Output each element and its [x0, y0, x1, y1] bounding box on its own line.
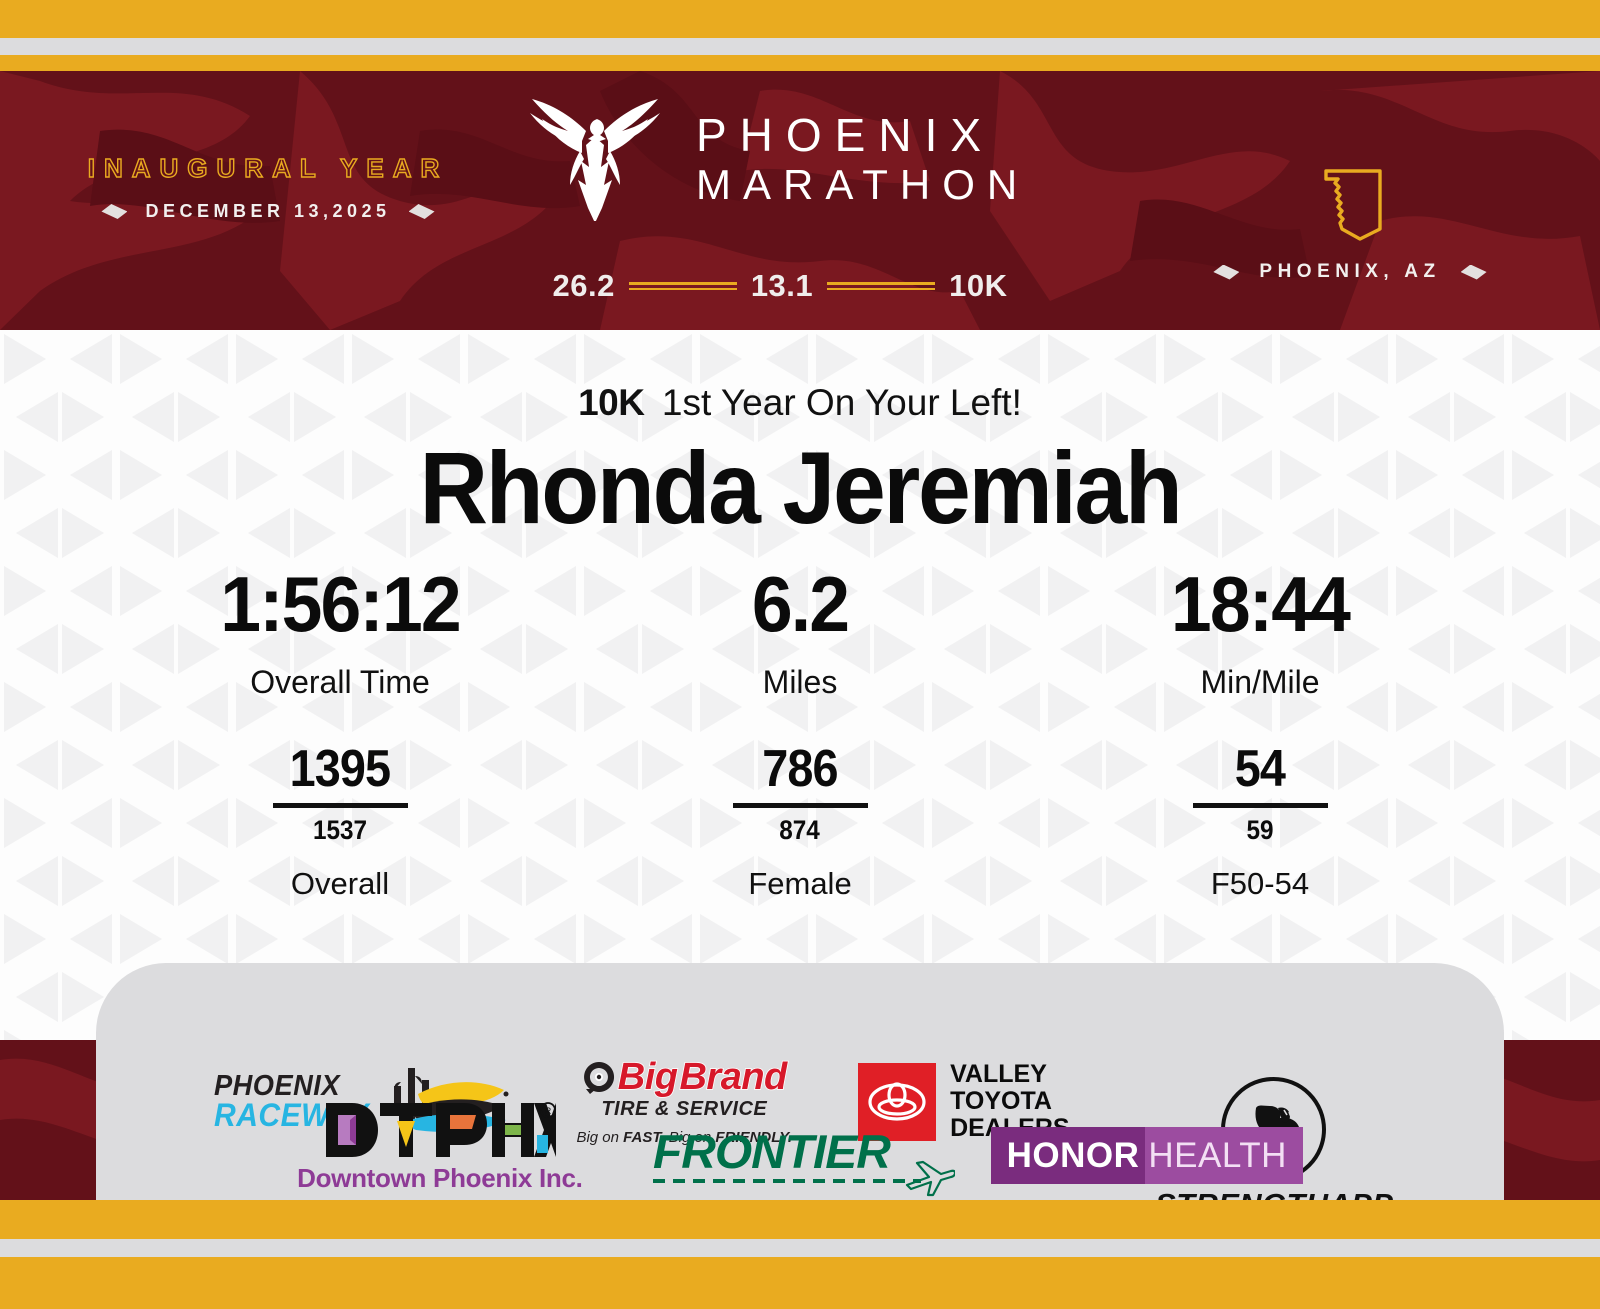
tagline-part-d: FRIENDLY.: [715, 1128, 793, 1146]
rank-place: 786: [762, 740, 838, 798]
phoenix-bird-icon: [530, 99, 660, 221]
rank-place: 54: [1234, 740, 1286, 798]
toyota-logo-icon: [868, 1081, 926, 1121]
location-block: PHOENIX, AZ: [1150, 167, 1550, 283]
big-brand-wordmark-2: Brand: [679, 1055, 788, 1098]
diamond-right-icon: [1460, 264, 1487, 280]
toyota-emblem-tile: [858, 1062, 937, 1141]
distance-10k: 10K: [949, 268, 1008, 303]
top-border-gray: [0, 38, 1600, 55]
inaugural-year-block: INAUGURAL YEAR DECEMBER 13,2025: [68, 152, 468, 222]
valley-toyota-line2: TOYOTA: [950, 1087, 1052, 1116]
stat-column-miles: 6.2 Miles 786 874 Female: [590, 565, 1010, 902]
tagline-part-c: Big on: [664, 1128, 716, 1146]
valley-toyota-line1: VALLEY: [950, 1060, 1047, 1089]
inaugural-year-label: INAUGURAL YEAR: [87, 152, 449, 183]
distance-marathon: 26.2: [552, 268, 615, 303]
rank-block: 54 59 F50-54: [1050, 743, 1470, 902]
frontier-wordmark: FRONTIER: [652, 1125, 891, 1178]
stat-label: Overall Time: [250, 664, 430, 700]
rank-divider: [1192, 803, 1328, 808]
sponsor-logo-frontier[interactable]: FRONTIER: [652, 1128, 955, 1197]
big-brand-tagline: Big on FAST. Big on FRIENDLY.: [576, 1129, 792, 1146]
top-border-gold-inner: [0, 55, 1600, 71]
event-name-label: 1st Year On Your Left!: [661, 382, 1022, 423]
stat-column-pace: 18:44 Min/Mile 54 59 F50-54: [1050, 565, 1470, 902]
triangle-watermark-pattern: [0, 330, 1600, 1060]
dtphx-letterforms: R: [297, 1101, 582, 1159]
rank-place: 1395: [289, 740, 391, 798]
distance-half: 13.1: [750, 268, 814, 303]
logo-text-marathon: MARATHON: [696, 161, 1030, 209]
rank-block: 786 874 Female: [590, 743, 1010, 902]
tagline-part-a: Big on: [576, 1128, 624, 1146]
race-distances-row: 26.2 13.1 10K: [520, 268, 1040, 304]
rank-divider: [732, 803, 868, 808]
phoenix-raceway-line1: PHOENIX: [213, 1069, 340, 1102]
honorhealth-part-honor: HONOR: [990, 1127, 1146, 1184]
rank-block: 1395 1537 Overall: [130, 743, 550, 902]
arizona-state-outline-icon: [1324, 169, 1382, 241]
diamond-left-icon: [101, 204, 128, 219]
phoenix-marathon-logo: PHOENIX MARATHON: [520, 91, 1060, 221]
rank-total: 874: [779, 815, 821, 845]
distance-separator-1: [628, 282, 737, 290]
rank-divider: [272, 803, 408, 808]
tire-icon: [583, 1061, 614, 1094]
airplane-icon: [905, 1160, 955, 1197]
svg-text:R: R: [545, 1106, 552, 1116]
stat-column-overall-time: 1:56:12 Overall Time 1395 1537 Overall: [130, 565, 550, 902]
honorhealth-part-health: HEALTH: [1145, 1127, 1303, 1184]
distance-separator-2: [827, 282, 936, 290]
dtphx-subtitle: Downtown Phoenix Inc.: [297, 1163, 583, 1193]
rank-category-label: Female: [748, 866, 852, 901]
tagline-part-b: FAST.: [623, 1128, 665, 1146]
big-brand-subtitle: TIRE & SERVICE: [601, 1097, 768, 1120]
bottom-border-gold-inner: [0, 1200, 1600, 1232]
event-distance-label: 10K: [578, 382, 645, 423]
dtphx-logo-icon: R: [325, 1102, 556, 1157]
sponsors-panel: PHOENIX RACEWAY: [96, 963, 1504, 1228]
bottom-border-gold-outer: [0, 1266, 1600, 1309]
diamond-right-icon: [408, 204, 435, 219]
event-date: DECEMBER 13,2025: [145, 201, 391, 221]
rank-total: 59: [1246, 815, 1274, 845]
location-label: PHOENIX, AZ: [1259, 261, 1441, 282]
stat-label: Miles: [762, 664, 838, 700]
bottom-border-gray: [0, 1239, 1600, 1257]
sponsor-logo-dtphx[interactable]: R Downtown Phoenix Inc. DTPHX.ORG: [297, 1101, 583, 1210]
stat-value: 1:56:12: [220, 560, 461, 648]
location-row: PHOENIX, AZ: [1150, 261, 1550, 283]
results-body: 10K 1st Year On Your Left! Rhonda Jeremi…: [0, 330, 1600, 1060]
rank-category-label: F50-54: [1210, 866, 1310, 901]
logo-text-phoenix: PHOENIX: [696, 108, 995, 161]
diamond-left-icon: [1213, 264, 1240, 280]
frontier-dashed-line: [652, 1179, 921, 1183]
runner-name: Rhonda Jeremiah: [419, 431, 1182, 545]
sponsor-logo-valley-toyota-dealers[interactable]: VALLEY TOYOTA DEALERS: [858, 1060, 1070, 1141]
event-header-banner: INAUGURAL YEAR DECEMBER 13,2025: [0, 71, 1600, 330]
sponsor-logo-honorhealth[interactable]: HONOR HEALTH: [990, 1127, 1303, 1184]
sponsor-logo-big-brand-tire[interactable]: Big Brand TIRE & SERVICE Big on FAST. Big…: [576, 1055, 792, 1146]
event-date-row: DECEMBER 13,2025: [68, 201, 468, 222]
stats-grid: 1:56:12 Overall Time 1395 1537 Overall 6…: [130, 565, 1470, 902]
stat-label: Min/Mile: [1200, 664, 1320, 700]
stat-value: 18:44: [1170, 560, 1351, 648]
stat-value: 6.2: [751, 560, 850, 648]
top-border-gold-outer: [0, 0, 1600, 32]
rank-category-label: Overall: [290, 866, 390, 901]
rank-total: 1537: [312, 815, 368, 845]
big-brand-wordmark: Big: [617, 1055, 679, 1098]
sponsor-row-bottom: R Downtown Phoenix Inc. DTPHX.ORG FRONTI…: [96, 1101, 1504, 1210]
event-title-line: 10K 1st Year On Your Left!: [0, 382, 1600, 424]
